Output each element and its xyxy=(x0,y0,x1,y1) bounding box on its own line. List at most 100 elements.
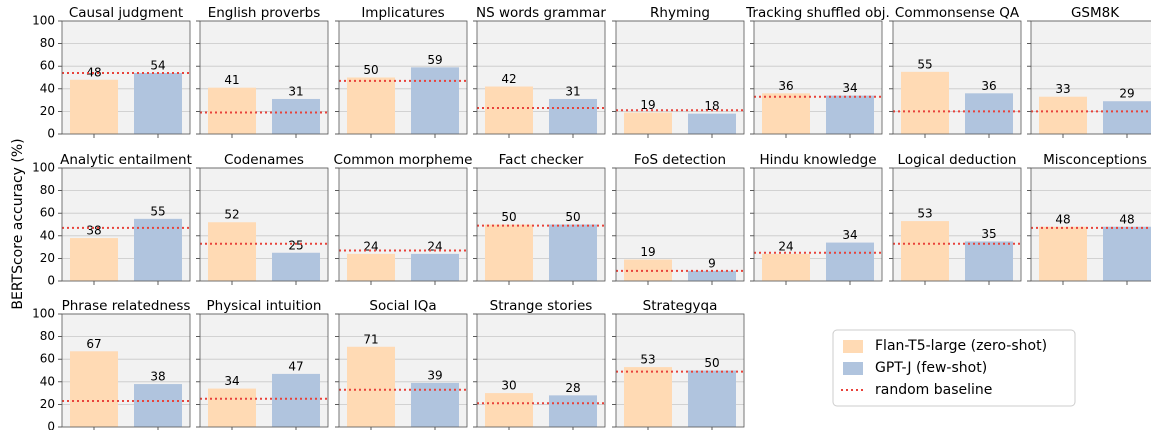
value-label: 36 xyxy=(981,79,996,93)
bar xyxy=(208,87,256,134)
bar xyxy=(826,242,874,281)
plot-frame xyxy=(338,20,468,135)
value-label: 53 xyxy=(640,353,655,367)
subplot-title: Common morpheme xyxy=(334,152,473,168)
plot-frame xyxy=(753,20,883,135)
plot-frame xyxy=(892,167,1022,282)
value-label: 29 xyxy=(1119,87,1134,101)
subplot-title: Phrase relatedness xyxy=(62,298,191,314)
bar xyxy=(901,71,949,134)
plot-frame xyxy=(61,20,191,135)
value-label: 35 xyxy=(981,227,996,241)
subplot-title: Rhyming xyxy=(650,5,710,21)
value-label: 48 xyxy=(1119,212,1134,226)
value-label: 42 xyxy=(501,72,516,86)
bar xyxy=(347,346,395,427)
legend-text: Flan-T5-large (zero-shot) xyxy=(875,338,1047,354)
bar xyxy=(549,395,597,427)
bar xyxy=(1039,96,1087,134)
value-label: 50 xyxy=(501,210,516,224)
plot-frame xyxy=(199,167,329,282)
bar xyxy=(1103,226,1151,281)
value-label: 34 xyxy=(842,228,857,242)
bar xyxy=(549,224,597,281)
y-tick-label: 40 xyxy=(40,374,55,388)
subplot-title: Codenames xyxy=(224,152,304,168)
plot-frame xyxy=(892,20,1022,135)
subplot-title: FoS detection xyxy=(634,152,726,168)
bar xyxy=(688,270,736,281)
value-label: 24 xyxy=(427,239,442,253)
y-tick-label: 60 xyxy=(40,352,55,366)
plot-frame xyxy=(338,167,468,282)
value-label: 53 xyxy=(917,207,932,221)
bar xyxy=(70,351,118,427)
bar xyxy=(1103,101,1151,134)
subplot-title: Hindu knowledge xyxy=(759,152,876,168)
value-label: 48 xyxy=(1055,212,1070,226)
bar xyxy=(347,77,395,134)
value-label: 34 xyxy=(842,81,857,95)
subplot-title: Commonsense QA xyxy=(895,5,1020,21)
bar xyxy=(70,79,118,134)
y-tick-label: 20 xyxy=(40,251,55,265)
plot-frame xyxy=(1030,20,1151,135)
subplot-title: Strange stories xyxy=(490,298,593,314)
plot-frame xyxy=(615,20,745,135)
value-label: 39 xyxy=(427,368,442,382)
y-tick-label: 0 xyxy=(47,127,55,141)
bar xyxy=(624,367,672,427)
plot-frame xyxy=(476,20,606,135)
legend-swatch xyxy=(843,362,863,375)
bar xyxy=(624,112,672,134)
subplot-title: Strategyqa xyxy=(643,298,718,314)
plot-frame xyxy=(199,20,329,135)
subplot-title: GSM8K xyxy=(1071,5,1120,21)
plot-frame xyxy=(615,167,745,282)
value-label: 33 xyxy=(1055,82,1070,96)
bar xyxy=(1039,226,1087,281)
subplot-title: Social IQa xyxy=(369,298,436,314)
value-label: 36 xyxy=(778,79,793,93)
bar xyxy=(485,393,533,427)
bar xyxy=(70,238,118,281)
subplot-title: Causal judgment xyxy=(69,5,183,21)
bar xyxy=(272,252,320,281)
bar xyxy=(826,95,874,134)
plot-frame xyxy=(61,167,191,282)
legend-text: random baseline xyxy=(875,382,992,398)
value-label: 19 xyxy=(640,245,655,259)
value-label: 38 xyxy=(86,224,101,238)
plot-frame xyxy=(199,313,329,428)
bar xyxy=(762,93,810,134)
y-tick-label: 40 xyxy=(40,81,55,95)
bar xyxy=(272,98,320,134)
value-label: 55 xyxy=(917,57,932,71)
y-tick-label: 80 xyxy=(40,183,55,197)
y-tick-label: 20 xyxy=(40,104,55,118)
value-label: 38 xyxy=(150,370,165,384)
subplot-title: Implicatures xyxy=(361,5,444,21)
plot-frame xyxy=(61,313,191,428)
bar xyxy=(411,253,459,281)
value-label: 25 xyxy=(288,238,303,252)
y-tick-label: 0 xyxy=(47,420,55,430)
bar xyxy=(134,218,182,281)
plot-frame xyxy=(753,167,883,282)
value-label: 30 xyxy=(501,379,516,393)
y-tick-label: 80 xyxy=(40,329,55,343)
bar xyxy=(134,384,182,427)
bar xyxy=(347,253,395,281)
bar xyxy=(208,388,256,427)
bar xyxy=(485,224,533,281)
value-label: 34 xyxy=(224,374,239,388)
value-label: 47 xyxy=(288,359,303,373)
value-label: 67 xyxy=(86,337,101,351)
subplot-title: Misconceptions xyxy=(1043,152,1147,168)
bar xyxy=(411,67,459,134)
value-label: 54 xyxy=(150,58,165,72)
legend-swatch xyxy=(843,340,863,353)
plot-frame xyxy=(1030,167,1151,282)
bar xyxy=(762,253,810,281)
